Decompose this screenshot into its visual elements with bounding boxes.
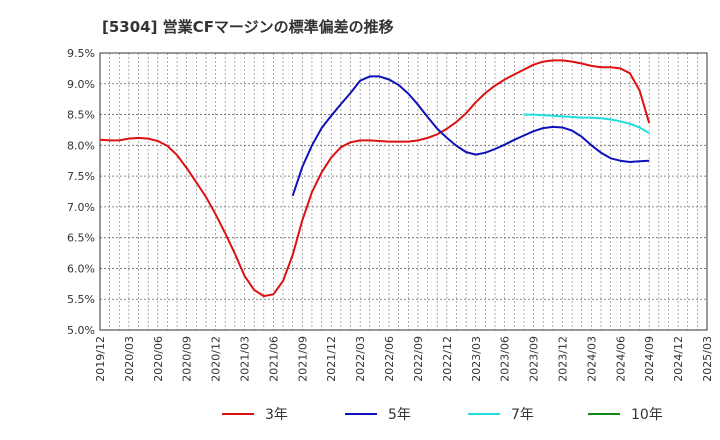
series-line-0 — [99, 59, 651, 298]
series-line-1 — [291, 75, 650, 197]
y-tick-label: 9.0% — [67, 78, 95, 91]
legend-label-0: 3年 — [265, 407, 288, 423]
x-tick-label: 2024/03 — [585, 336, 598, 382]
x-tick-label: 2023/12 — [556, 336, 569, 382]
x-tick-label: 2022/03 — [354, 336, 367, 382]
y-tick-label: 8.0% — [67, 139, 95, 152]
x-tick-label: 2020/06 — [152, 336, 165, 382]
x-tick-label: 2023/06 — [499, 336, 512, 382]
x-tick-label: 2024/06 — [614, 336, 627, 382]
y-tick-label: 8.5% — [67, 109, 95, 122]
plot-area — [99, 52, 708, 331]
legend: 3年 5年 7年 10年 — [222, 407, 663, 423]
legend-label-3: 10年 — [631, 407, 663, 423]
x-tick-label: 2023/03 — [470, 336, 483, 382]
y-tick-label: 6.5% — [67, 232, 95, 245]
x-tick-label: 2020/09 — [181, 336, 194, 382]
y-tick-label: 7.5% — [67, 170, 95, 183]
x-axis-ticks: 2019/12 2020/03 2020/06 2020/09 2020/12 2021/… — [94, 336, 714, 382]
x-tick-label: 2021/12 — [325, 336, 338, 382]
x-tick-label: 2025/03 — [701, 336, 714, 382]
x-tick-label: 2021/06 — [267, 336, 280, 382]
x-tick-label: 2023/09 — [528, 336, 541, 382]
y-tick-label: 6.0% — [67, 262, 95, 275]
y-axis-ticks: 5.0% 5.5% 6.0% 6.5% 7.0% 7.5% 8.0% 8.5% 9.0% 9.5% — [67, 47, 95, 337]
x-tick-label: 2024/12 — [672, 336, 685, 382]
legend-label-1: 5年 — [388, 407, 411, 423]
x-tick-label: 2022/09 — [412, 336, 425, 382]
x-tick-label: 2020/12 — [210, 336, 223, 382]
chart-title: [5304] 営業CFマージンの標準偏差の推移 — [102, 18, 394, 36]
y-tick-label: 5.0% — [67, 324, 95, 337]
x-tick-label: 2024/09 — [643, 336, 656, 382]
series-line-2 — [523, 113, 650, 134]
series-lines — [99, 59, 651, 298]
y-tick-label: 7.0% — [67, 201, 95, 214]
x-tick-label: 2020/03 — [123, 336, 136, 382]
y-tick-label: 5.5% — [67, 293, 95, 306]
x-tick-label: 2022/06 — [383, 336, 396, 382]
legend-label-2: 7年 — [511, 407, 534, 423]
y-tick-label: 9.5% — [67, 47, 95, 60]
x-tick-label: 2021/09 — [296, 336, 309, 382]
x-tick-label: 2019/12 — [94, 336, 107, 382]
x-tick-label: 2021/03 — [239, 336, 252, 382]
x-tick-label: 2022/12 — [441, 336, 454, 382]
grid — [99, 52, 708, 331]
